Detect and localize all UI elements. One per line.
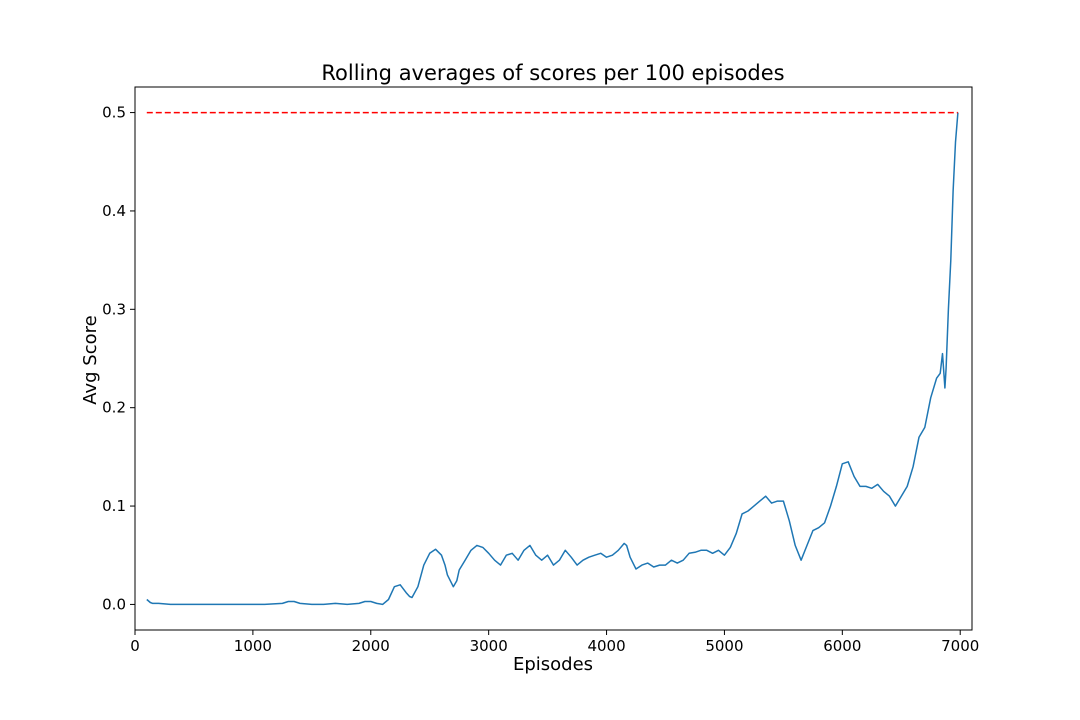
plot-area (146, 111, 959, 606)
chart-title: Rolling averages of scores per 100 episo… (321, 61, 784, 85)
x-tick-label: 7000 (941, 637, 979, 655)
y-tick-label: 0.1 (102, 497, 126, 515)
y-tick-label: 0.3 (102, 300, 126, 318)
x-tick-label: 4000 (587, 637, 625, 655)
x-tick-label: 0 (130, 637, 140, 655)
x-tick-label: 3000 (470, 637, 508, 655)
y-tick-label: 0.5 (102, 104, 126, 122)
x-axis-title: Episodes (513, 654, 593, 675)
x-tick-label: 6000 (823, 637, 861, 655)
series-line-0 (146, 112, 959, 606)
y-tick-label: 0.4 (102, 202, 126, 220)
y-tick-label: 0.2 (102, 399, 126, 417)
y-axis-title: Avg Score (80, 315, 101, 404)
x-tick-label: 1000 (234, 637, 272, 655)
x-tick-label: 2000 (352, 637, 390, 655)
axes: 0 1000 2000 3000 4000 5000 6000 7000 0.0 0.1 0.2 0.… (102, 86, 979, 655)
y-tick-label: 0.0 (102, 595, 126, 613)
x-tick-label: 5000 (705, 637, 743, 655)
axes-frame (134, 86, 973, 631)
